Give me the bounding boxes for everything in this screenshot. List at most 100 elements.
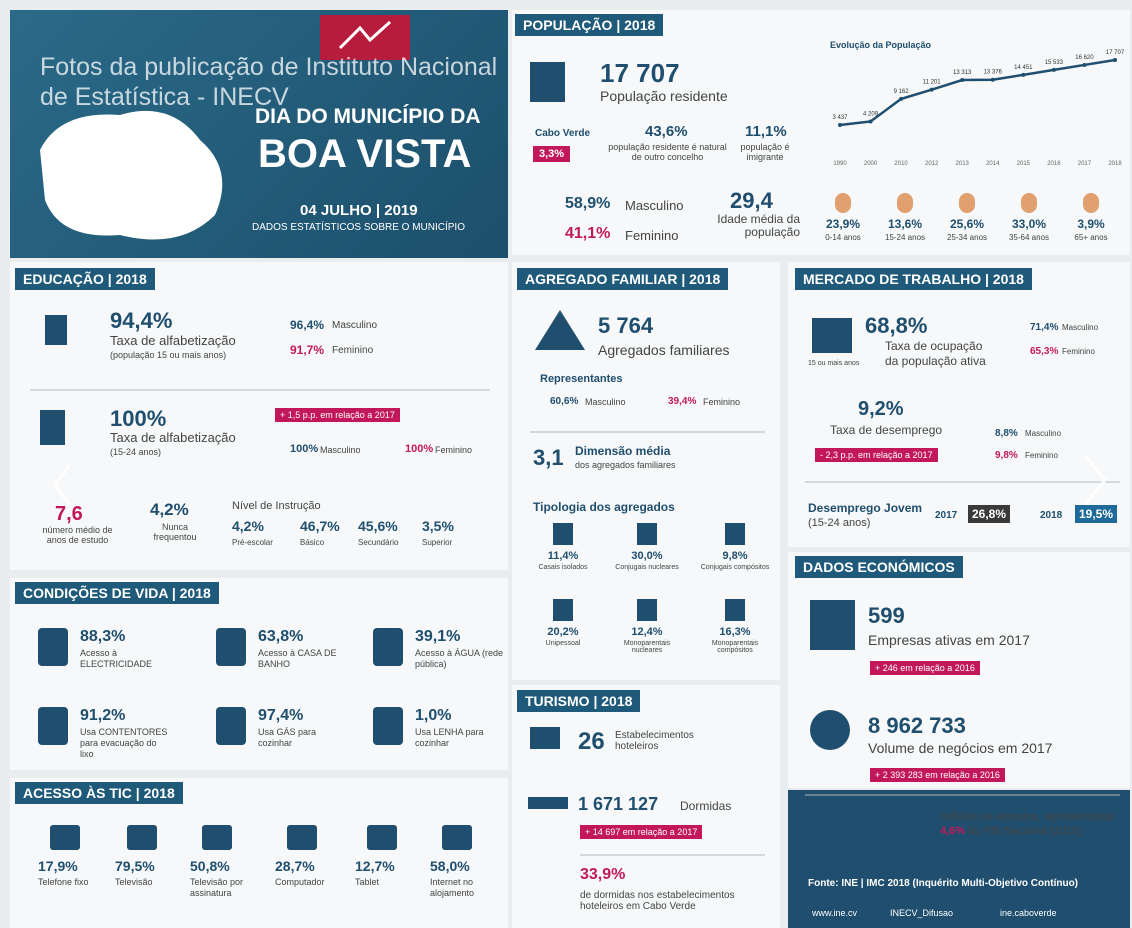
- x-tick-label: 1990: [833, 161, 847, 167]
- text: 20,2%: [547, 626, 579, 638]
- text: Masculino: [332, 320, 378, 331]
- text: Dormidas: [680, 799, 732, 813]
- text: de dormidas nos estabelecimentos hotelei…: [580, 890, 735, 912]
- text: Feminino: [625, 228, 679, 243]
- text: Boa Vista: [810, 825, 847, 834]
- logo-mark: [338, 20, 392, 50]
- text: 7,6: [55, 503, 83, 525]
- point: [960, 78, 965, 83]
- text: Usa LENHA para cozinhar: [415, 727, 484, 748]
- text: + 2 393 283 em relação a 2016: [870, 768, 1005, 782]
- link[interactable]: ine.caboverde: [1000, 908, 1057, 918]
- age-icon: [1021, 193, 1037, 213]
- text: Acesso à ÁGUA (rede pública): [415, 648, 504, 669]
- text: 65,3%: [1030, 346, 1059, 357]
- text: Internet no alojamento: [430, 877, 475, 898]
- text: Estabelecimentos hoteleiros: [615, 730, 694, 752]
- text: 16,3%: [719, 626, 751, 638]
- text: Pré-escolar: [232, 538, 273, 547]
- text: Feminino: [1025, 451, 1058, 460]
- icon: [725, 599, 745, 621]
- text: Televisão por assinatura: [190, 877, 244, 898]
- x-tick-label: 2000: [864, 161, 878, 167]
- text: 79,5%: [115, 858, 155, 874]
- data-label: 14 451: [1014, 65, 1033, 71]
- data-label: 11 201: [923, 80, 942, 86]
- point: [1051, 67, 1056, 72]
- text: Secundário: [358, 538, 399, 547]
- text: 2018: [1040, 510, 1063, 521]
- section-heading: CONDIÇÕES DE VIDA | 2018: [15, 582, 219, 604]
- text: 12,7%: [355, 858, 395, 874]
- data-label: 13 376: [984, 70, 1003, 76]
- text: Feminino: [1062, 347, 1095, 356]
- age-icon: [897, 193, 913, 213]
- link[interactable]: INECV_Difusao: [890, 908, 954, 918]
- text: 39,1%: [415, 628, 461, 645]
- text: população é imigrante: [740, 142, 790, 162]
- text: Taxa de alfabetização: [110, 333, 236, 348]
- text: 599: [868, 603, 905, 628]
- text: Empresas ativas em 2017: [868, 632, 1030, 648]
- icon: [373, 707, 403, 745]
- icon: [442, 825, 472, 850]
- text: 04 JULHO | 2019: [300, 202, 418, 219]
- x-tick-label: 2013: [956, 161, 970, 167]
- text: + 14 697 em relação a 2017: [580, 825, 703, 839]
- data-label: 17 707: [1106, 50, 1125, 56]
- link[interactable]: www.ine.cv: [812, 908, 858, 918]
- text: + 1,5 p.p. em relação a 2017: [275, 408, 400, 422]
- text: Monoparentais compósitos: [711, 640, 759, 654]
- text: 94,4%: [110, 308, 173, 333]
- data-label: 4 209: [863, 111, 879, 117]
- population-chart: Evolução da População 3 437 1990 4 209 2000 9…: [830, 40, 1125, 167]
- text: 35-64 anos: [1008, 233, 1050, 242]
- text: Taxa de desemprego: [830, 423, 943, 437]
- text: Dimensão média: [575, 444, 671, 458]
- text: 46,7%: [300, 518, 340, 534]
- age-icon: [959, 193, 975, 213]
- text: 7 549: [868, 812, 934, 842]
- island: [40, 110, 223, 240]
- text: DADOS ESTATÍSTICOS SOBRE O MUNICÍPIO: [252, 222, 465, 233]
- text: milhões de escudos, representando: [940, 811, 1115, 823]
- text: Televisão: [115, 877, 153, 887]
- text: do PIB Nacional (2016): [968, 825, 1082, 837]
- text: 26: [578, 728, 605, 755]
- text: 100%: [405, 443, 434, 455]
- text: 1,0%: [415, 707, 452, 724]
- icon: [38, 707, 68, 745]
- text: 15 ou mais anos: [808, 360, 860, 367]
- text: 25,6%: [949, 217, 985, 231]
- text: Unipessoal: [545, 640, 581, 647]
- icon: [50, 825, 80, 850]
- footer: [788, 790, 1130, 928]
- text: (população 15 ou mais anos): [110, 350, 227, 360]
- icon: [725, 523, 745, 545]
- nav-arrow-right[interactable]: [1083, 454, 1107, 506]
- logo: [320, 15, 410, 60]
- x-tick-label: 2018: [1108, 161, 1122, 167]
- panel: [10, 262, 508, 570]
- text: população residente é natural de outro c…: [608, 142, 727, 162]
- text: 13,6%: [887, 217, 923, 231]
- panel: [10, 578, 508, 770]
- text: 17 707: [600, 58, 680, 88]
- text: 9,8%: [722, 550, 748, 562]
- text: 19,5%: [1075, 505, 1118, 523]
- icon: [553, 523, 573, 545]
- text: BOA VISTA: [258, 132, 472, 176]
- text: - 2,3 p.p. em relação a 2017: [815, 448, 938, 462]
- x-tick-label: 2014: [986, 161, 1000, 167]
- text: Usa CONTENTORES para evacuação do lixo: [80, 727, 168, 759]
- icon-group: [40, 62, 855, 809]
- text: 4,2%: [232, 518, 264, 534]
- point: [929, 87, 934, 92]
- text: DIA DO MUNICÍPIO DA: [255, 105, 481, 128]
- text: Volume de negócios em 2017: [868, 740, 1053, 756]
- data-label: 16 620: [1075, 55, 1094, 61]
- nav-arrow-left[interactable]: [53, 464, 72, 506]
- text: Telefone fixo: [38, 877, 89, 887]
- dividers: [30, 389, 1120, 856]
